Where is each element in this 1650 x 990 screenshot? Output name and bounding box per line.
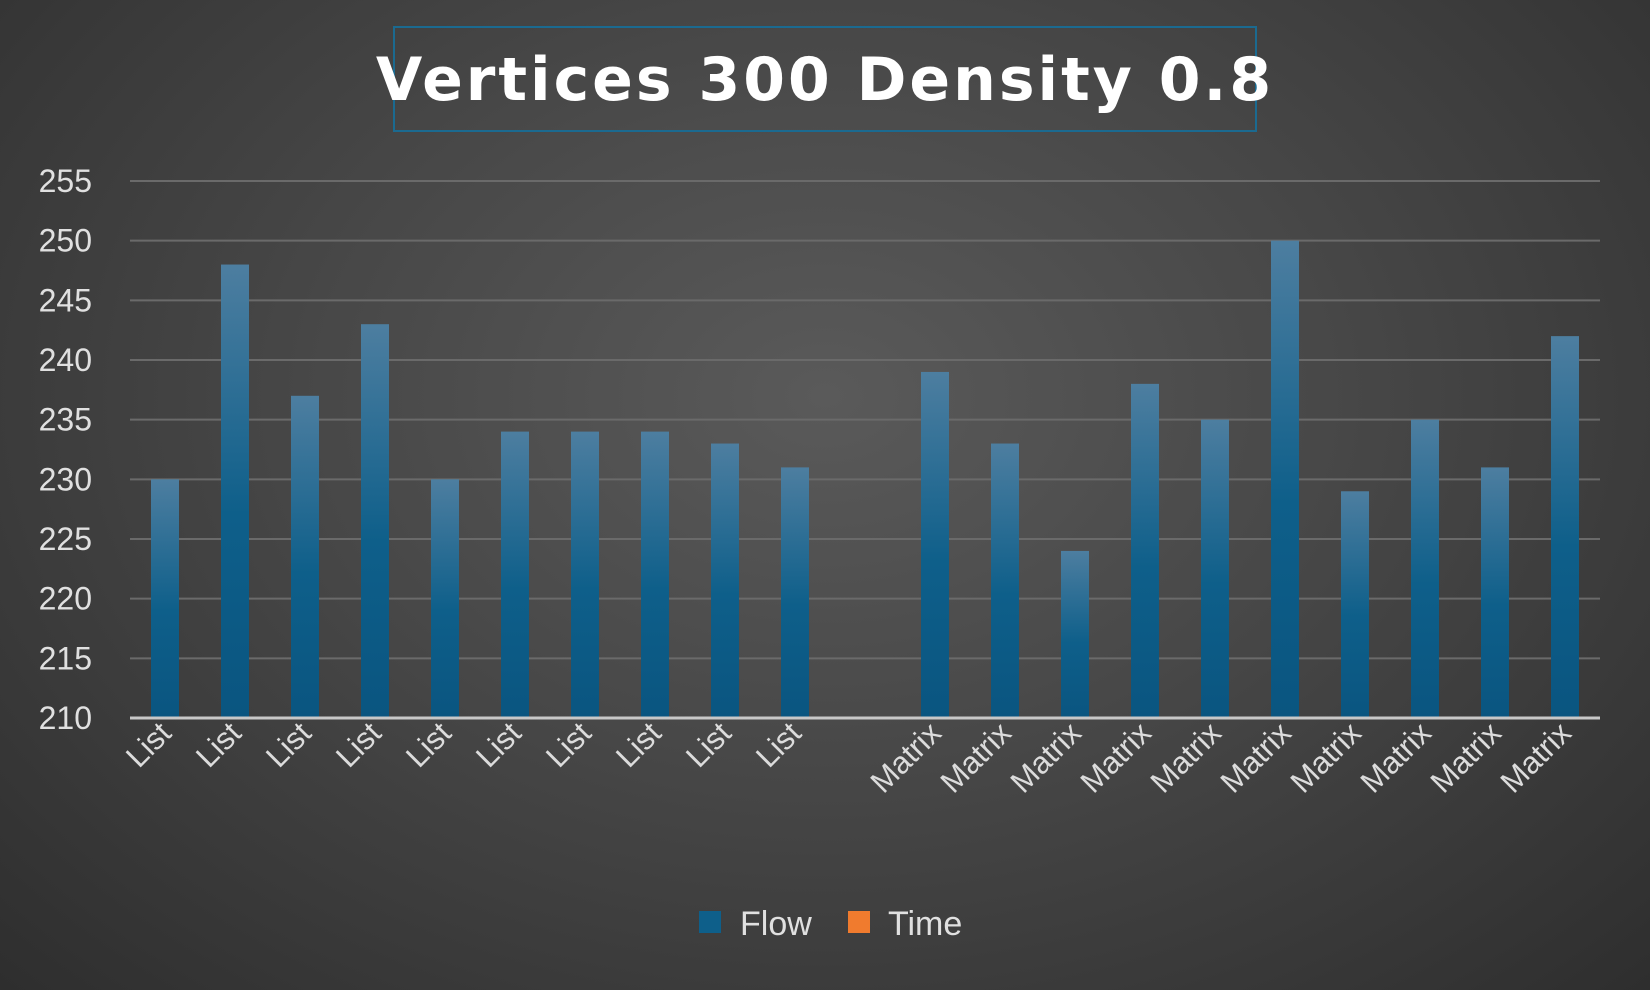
bar-flow: [1061, 550, 1089, 718]
x-tick-label: List: [189, 715, 248, 774]
bar-flow: [571, 431, 599, 718]
x-tick-label: List: [119, 715, 178, 774]
legend-swatch: [848, 911, 870, 933]
x-tick-label: Matrix: [1284, 715, 1369, 800]
x-tick-label: List: [259, 715, 318, 774]
bar-flow: [1481, 467, 1509, 718]
y-tick-label: 240: [39, 342, 92, 378]
bar-flow: [1551, 336, 1579, 718]
x-tick-label: List: [539, 715, 598, 774]
y-tick-label: 235: [39, 402, 92, 438]
legend-label: Time: [888, 905, 962, 943]
x-tick-label: Matrix: [1494, 715, 1579, 800]
y-tick-label: 230: [39, 461, 92, 497]
bar-flow: [501, 431, 529, 718]
x-tick-label: Matrix: [1354, 715, 1439, 800]
grid: [130, 180, 1600, 660]
x-tick-label: List: [469, 715, 528, 774]
bar-flow: [151, 479, 179, 718]
bar-flow: [781, 467, 809, 718]
legend: Flow Time: [699, 905, 962, 943]
y-tick-label: 255: [39, 163, 92, 199]
x-tick-label: Matrix: [1074, 715, 1159, 800]
x-tick-label: Matrix: [1214, 715, 1299, 800]
bar-flow: [431, 479, 459, 718]
y-tick-label: 215: [39, 640, 92, 676]
y-tick-label: 220: [39, 581, 92, 617]
x-tick-label: List: [399, 715, 458, 774]
bar-flow: [641, 431, 669, 718]
x-tick-label: Matrix: [864, 715, 949, 800]
bar-flow: [221, 264, 249, 718]
y-tick-label: 225: [39, 521, 92, 557]
bar-flow: [991, 443, 1019, 718]
y-axis-ticks: 210 215 220 225 230 235 240 245 250 255: [39, 163, 92, 736]
x-axis-ticks: List List List List List List List List List List…: [119, 715, 1578, 800]
title-box: [393, 26, 1257, 132]
x-tick-label: Matrix: [934, 715, 1019, 800]
bar-flow: [1411, 419, 1439, 718]
bar-flow: [1341, 491, 1369, 718]
y-tick-label: 210: [39, 700, 92, 736]
legend-swatch: [699, 911, 721, 933]
bar-flow: [1201, 419, 1229, 718]
x-tick-label: Matrix: [1004, 715, 1089, 800]
bar-flow: [1271, 240, 1299, 718]
x-tick-label: List: [749, 715, 808, 774]
chart-title: Vertices 300 Density 0.8: [376, 45, 1274, 115]
x-tick-label: List: [609, 715, 668, 774]
y-tick-label: 245: [39, 282, 92, 318]
x-tick-label: List: [679, 715, 738, 774]
y-tick-label: 250: [39, 223, 92, 259]
x-tick-label: Matrix: [1424, 715, 1509, 800]
legend-label: Flow: [740, 905, 812, 943]
x-tick-label: List: [329, 715, 388, 774]
bar-flow: [921, 371, 949, 718]
bar-flow: [361, 324, 389, 718]
bar-flow: [291, 395, 319, 718]
bar-flow: [711, 443, 739, 718]
x-tick-label: Matrix: [1144, 715, 1229, 800]
bar-flow: [1131, 383, 1159, 718]
bars: [151, 240, 1579, 718]
